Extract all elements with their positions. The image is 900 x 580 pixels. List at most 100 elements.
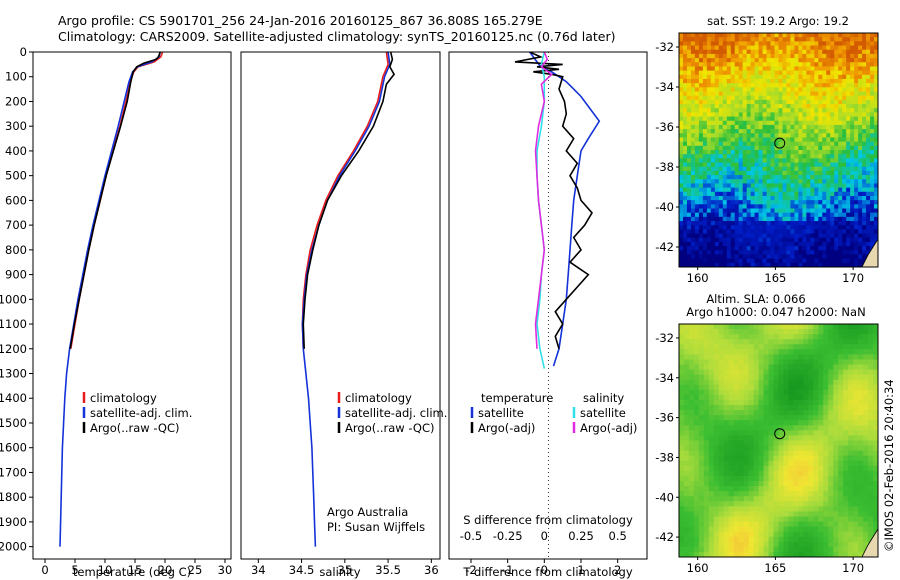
sst-map-cell [754,95,759,101]
sla-map-cell [738,506,745,512]
sla-map-cell [698,501,705,507]
sla-map-cell [698,430,705,436]
sla-map-cell [718,349,725,355]
sst-map-cell [782,241,787,247]
sst-map-cell [706,195,712,201]
sst-map-cell [846,200,851,205]
sla-map-cell [818,389,824,396]
sst-map-cell [782,170,787,176]
sla-map-cell [803,481,809,487]
sst-map-cell [814,66,819,72]
salinity-series-climatology-0 [301,52,389,349]
sla-map-cell [873,410,879,416]
sla-map-cell [683,465,690,472]
sla-map-cell [723,329,730,335]
sst-map-cell [770,95,775,101]
sst-map-cell [742,112,748,117]
sst-map-cell [690,133,696,138]
sst-map-cell [782,162,787,168]
difference-s-tick-label: -0.5 [460,529,482,543]
sla-map-cell [728,465,735,472]
sst-map-cell [690,200,696,205]
sla-map-cell [848,551,854,558]
sst-map-cell [762,208,767,214]
sst-map-cell [786,66,791,72]
sst-map-cell [706,70,712,76]
sst-map-cell [850,70,855,76]
sst-map-cell [726,58,732,63]
sla-map-cell [788,526,794,533]
sst-map-cell [698,108,704,113]
sla-map-cell [693,475,700,482]
sst-map-cell [734,53,740,59]
sst-map-cell [754,91,759,97]
sst-map-cell [806,179,811,184]
sla-map-cell [858,420,864,426]
sst-map-cell [702,33,708,38]
sst-map-cell [718,162,724,168]
sla-map-cell [808,460,814,467]
sst-map-cell [714,145,720,151]
sst-map-cell [726,158,732,163]
sst-map-cell [686,237,692,243]
sla-map-cell [718,399,725,406]
sla-map-cell [843,546,849,553]
sst-map-y-tick-label: -34 [655,80,674,94]
sla-map-cell [783,536,789,543]
sst-map-cell [818,241,823,247]
sla-map-cell [693,460,700,467]
sst-map-cell [818,225,823,230]
sla-map-cell [813,369,819,376]
sla-map-cell [679,399,685,406]
sla-map-cell [748,511,755,517]
sst-map-cell [838,170,843,176]
sla-map-cell [768,384,774,391]
sst-map-cell [746,66,752,72]
sst-map-cell [834,262,839,268]
sst-map-cell [774,170,779,176]
sst-map-cell [770,225,775,230]
sst-map-cell [746,62,752,67]
sla-map-cell [688,526,695,533]
sst-map-cell [750,91,756,97]
sst-map-cell [810,133,815,138]
sst-map-cell [802,129,807,134]
sst-map-cell [758,91,763,97]
sst-map-cell [854,74,859,80]
sla-map-cell [793,379,799,386]
sst-map-cell [778,225,783,230]
sst-map-cell [702,170,708,176]
sst-map-cell [822,170,827,176]
sst-map-cell [834,116,839,122]
sst-map-cell [834,133,839,138]
sst-map-cell [758,212,763,218]
sst-map-cell [870,78,875,84]
sla-map-cell [863,354,869,360]
sst-map-cell [742,129,748,134]
sla-map-cell [788,481,794,487]
sla-map-cell [688,496,695,502]
sla-map-cell [758,506,764,512]
sst-map-cell [846,258,851,264]
sst-map-cell [726,116,732,122]
sst-map-cell [754,58,759,63]
sst-map-cell [742,145,748,151]
sst-map-cell [706,241,712,247]
sst-map-cell [838,250,843,255]
sla-map-cell [778,551,784,558]
sst-map-cell [778,233,783,239]
sst-map-cell [822,78,827,84]
sst-map-cell [698,78,704,84]
sst-map-cell [730,104,736,109]
sst-map-cell [782,45,787,51]
sst-map-cell [802,216,807,222]
sst-map-cell [770,141,775,147]
sla-map-cell [813,384,819,391]
sst-map-cell [754,53,759,59]
sst-map-cell [778,120,783,126]
sst-map-cell [822,195,827,201]
sst-map-cell [758,221,763,226]
temperature-y-tick-label: 1800 [0,490,27,504]
sst-map-cell [770,112,775,117]
sla-map-cell [693,374,700,381]
